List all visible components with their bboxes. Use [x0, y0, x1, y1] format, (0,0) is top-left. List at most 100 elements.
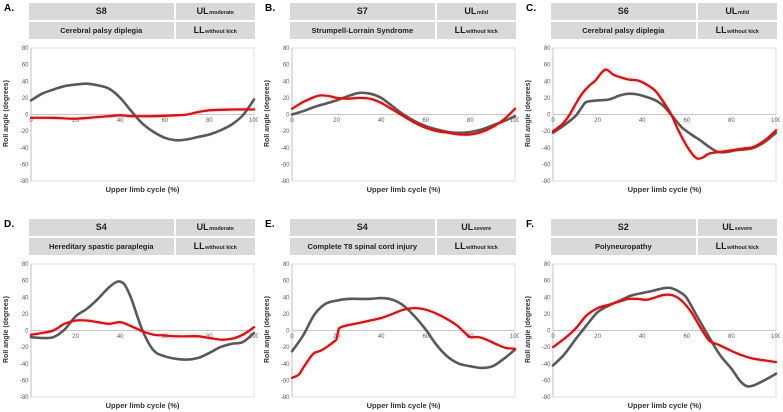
ll-label: LL: [715, 241, 727, 251]
chart-area: Roll angle (degrees) 80 60 40 20 0 -20 -40 -60 -…: [0, 260, 258, 400]
subject-cell: S6: [551, 3, 696, 20]
svg-text:80: 80: [728, 118, 735, 124]
panel-d: D. S4 UL moderate Hereditary spastic para…: [0, 206, 261, 412]
ul-severity-subscript: moderate: [209, 225, 234, 232]
svg-text:80: 80: [283, 262, 290, 268]
subject-cell: S8: [29, 3, 174, 20]
svg-text:20: 20: [22, 96, 29, 102]
subject-label: S7: [356, 6, 368, 16]
svg-text:100: 100: [249, 334, 258, 340]
svg-text:0: 0: [290, 118, 294, 124]
svg-text:-20: -20: [281, 345, 290, 351]
ul-severity-subscript: mild: [737, 9, 750, 16]
svg-text:-40: -40: [542, 362, 551, 368]
panel-letter: A.: [4, 3, 15, 14]
svg-text:-20: -20: [542, 129, 551, 135]
svg-text:40: 40: [378, 334, 385, 340]
pathology-label: Hereditary spastic paraplegia: [48, 241, 154, 251]
pathology-label: Strumpell-Lorrain Syndrome: [311, 25, 414, 35]
ul-severity-cell: UL moderate: [175, 219, 255, 236]
roll-angle-axis-label: Roll angle (degrees): [264, 80, 271, 148]
pathology-cell: Cerebral palsy diplegia: [29, 22, 174, 39]
svg-text:40: 40: [639, 334, 646, 340]
svg-text:80: 80: [544, 46, 551, 52]
panel-e: E. S4 UL severe Complete T8 spinal cord i…: [261, 206, 522, 412]
svg-text:0: 0: [551, 334, 555, 340]
panel-letter: F.: [526, 219, 535, 230]
svg-text:100: 100: [771, 334, 780, 340]
ll-condition-subscript: without kick: [205, 244, 237, 251]
svg-text:20: 20: [594, 118, 601, 124]
svg-text:0: 0: [25, 329, 29, 335]
ll-condition-subscript: without kick: [205, 28, 237, 35]
svg-text:80: 80: [728, 334, 735, 340]
svg-text:0: 0: [29, 118, 33, 124]
svg-text:-80: -80: [542, 395, 551, 400]
svg-text:-80: -80: [281, 395, 290, 400]
pathology-cell: Complete T8 spinal cord injury: [290, 238, 435, 255]
svg-text:20: 20: [544, 312, 551, 318]
subject-cell: S7: [290, 3, 435, 20]
pathology-label: Cerebral palsy diplegia: [60, 25, 143, 35]
panel-letter: C.: [526, 3, 537, 14]
svg-text:40: 40: [639, 118, 646, 124]
svg-text:60: 60: [161, 118, 168, 124]
ll-condition-cell: LL without kick: [436, 22, 516, 39]
svg-text:40: 40: [283, 295, 290, 301]
roll-angle-axis-label: Roll angle (degrees): [525, 80, 532, 148]
svg-text:20: 20: [72, 118, 79, 124]
upper-limb-cycle-axis-label: Upper limb cycle (%): [627, 185, 702, 194]
ll-label: LL: [454, 25, 466, 35]
svg-text:20: 20: [594, 334, 601, 340]
svg-text:0: 0: [290, 334, 294, 340]
svg-text:0: 0: [551, 118, 555, 124]
svg-text:40: 40: [22, 79, 29, 85]
svg-text:40: 40: [22, 295, 29, 301]
svg-text:-40: -40: [20, 146, 29, 152]
svg-text:0: 0: [547, 329, 551, 335]
svg-text:-60: -60: [20, 378, 29, 384]
panel-letter: B.: [265, 3, 276, 14]
ul-label: UL: [464, 6, 477, 16]
svg-text:60: 60: [422, 118, 429, 124]
svg-text:-20: -20: [542, 345, 551, 351]
svg-text:80: 80: [22, 46, 29, 52]
svg-text:-60: -60: [281, 162, 290, 168]
pathology-cell: Polyneuropathy: [551, 238, 696, 255]
svg-text:0: 0: [547, 113, 551, 119]
panel-header-table: S8 UL moderate Cerebral palsy diplegia LL…: [29, 3, 255, 39]
ll-label: LL: [193, 241, 205, 251]
ll-condition-cell: LL without kick: [697, 22, 777, 39]
ul-severity-cell: UL moderate: [175, 3, 255, 20]
ll-condition-subscript: without kick: [466, 244, 498, 251]
panel-header-table: S4 UL moderate Hereditary spastic paraple…: [29, 219, 255, 255]
ll-condition-cell: LL without kick: [697, 238, 777, 255]
roll-angle-axis-label: Roll angle (degrees): [264, 296, 271, 364]
ll-label: LL: [715, 25, 727, 35]
ul-severity-cell: UL mild: [697, 3, 777, 20]
ul-severity-subscript: mild: [476, 9, 489, 16]
svg-text:60: 60: [22, 63, 29, 69]
ul-severity-cell: UL mild: [436, 3, 516, 20]
panel-header-table: S2 UL severe Polyneuropathy LL without kic…: [551, 219, 777, 255]
pathology-label: Cerebral palsy diplegia: [582, 25, 665, 35]
ul-label: UL: [461, 222, 474, 232]
ul-label: UL: [722, 222, 735, 232]
subject-label: S4: [95, 222, 107, 232]
subject-cell: S4: [290, 219, 435, 236]
ll-condition-subscript: without kick: [466, 28, 498, 35]
panel-letter: E.: [265, 219, 275, 230]
svg-text:-20: -20: [20, 129, 29, 135]
svg-text:20: 20: [72, 334, 79, 340]
svg-text:-60: -60: [542, 378, 551, 384]
svg-text:100: 100: [510, 334, 519, 340]
pathology-cell: Hereditary spastic paraplegia: [29, 238, 174, 255]
svg-text:60: 60: [544, 63, 551, 69]
svg-text:0: 0: [286, 329, 290, 335]
svg-text:-60: -60: [20, 162, 29, 168]
